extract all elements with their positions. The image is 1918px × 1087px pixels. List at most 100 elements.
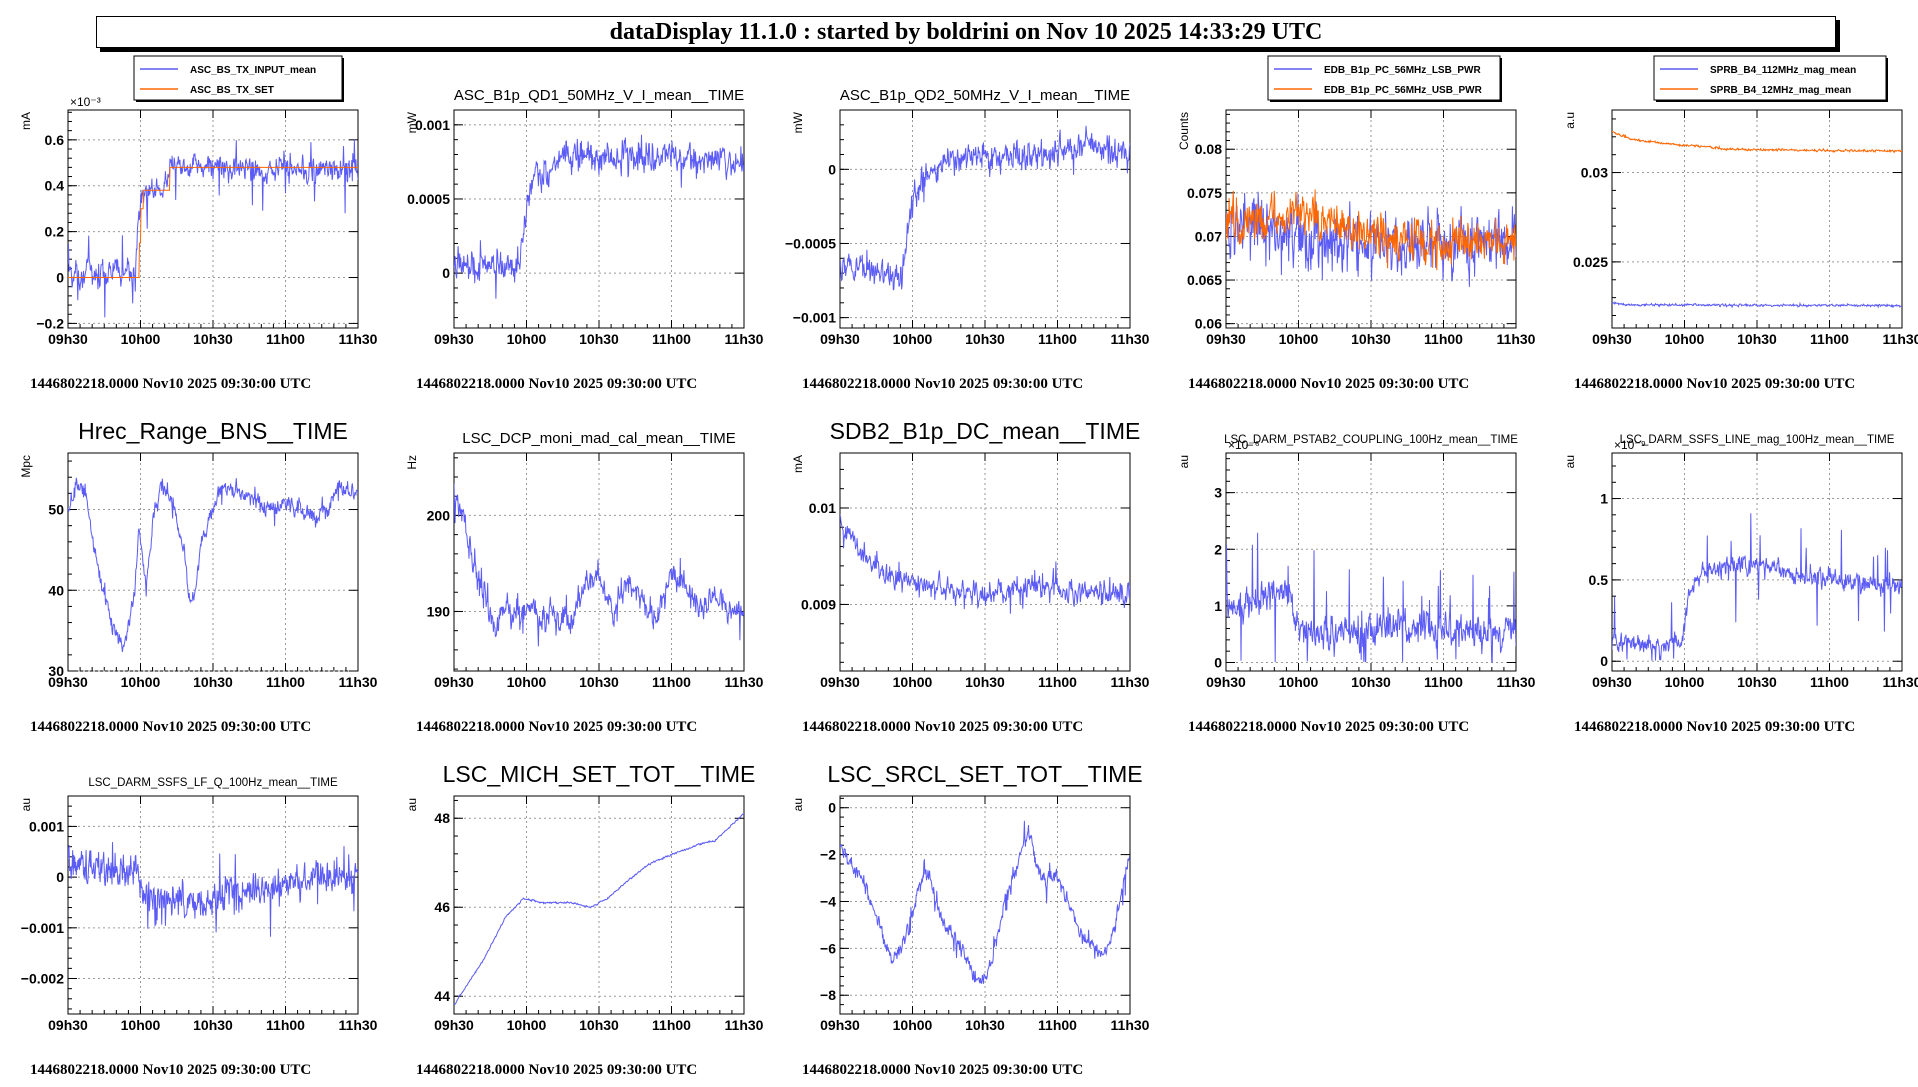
chart-title: LSC_DCP_moni_mad_cal_mean__TIME [462, 430, 735, 447]
x-tick-label: 09h30 [434, 331, 474, 347]
x-tick-label: 10h00 [893, 1017, 933, 1033]
time-origin-label: 1446802218.0000 Nov10 2025 09:30:00 UTC [802, 376, 1083, 392]
chart-panel: 09h30 10h00 10h30 11h00 11h30 190 200 Hz LSC_DCP… [405, 430, 764, 735]
time-origin-label: 1446802218.0000 Nov10 2025 09:30:00 UTC [1574, 719, 1855, 735]
axis-exponent: ×10⁻⁶ [1228, 438, 1260, 452]
legend-box [1653, 55, 1887, 101]
y-tick-label: 0.5 [1589, 572, 1609, 588]
x-tick-label: 09h30 [1206, 331, 1246, 347]
chart-title: LSC_MICH_SET_TOT__TIME [443, 761, 756, 787]
series-line [1226, 532, 1516, 664]
y-tick-label: 0.009 [801, 596, 836, 612]
y-tick-label: 0.4 [45, 178, 65, 194]
y-axis-label: Mpc [19, 455, 33, 478]
x-tick-label: 09h30 [48, 1017, 88, 1033]
x-tick-label: 11h00 [266, 674, 305, 690]
y-tick-label: 0.001 [29, 818, 64, 834]
y-axis-label: a.u [1563, 112, 1577, 129]
y-tick-label: 0.0005 [407, 191, 450, 207]
time-origin-label: 1446802218.0000 Nov10 2025 09:30:00 UTC [416, 719, 697, 735]
x-tick-label: 11h30 [1111, 1017, 1150, 1033]
chart-title: LSC_DARM_PSTAB2_COUPLING_100Hz_mean__TIM… [1224, 434, 1518, 446]
chart-title: LSC_DARM_SSFS_LF_Q_100Hz_mean__TIME [88, 777, 338, 789]
series-line [1226, 191, 1516, 287]
y-tick-label: −8 [820, 987, 836, 1003]
x-tick-label: 10h30 [1351, 674, 1391, 690]
x-tick-label: 11h30 [725, 674, 764, 690]
time-origin-label: 1446802218.0000 Nov10 2025 09:30:00 UTC [416, 1062, 697, 1078]
x-tick-label: 09h30 [820, 1017, 860, 1033]
x-tick-label: 10h00 [507, 674, 547, 690]
series-line [1226, 189, 1516, 271]
chart-title: SDB2_B1p_DC_mean__TIME [830, 418, 1141, 444]
x-tick-label: 10h00 [893, 674, 933, 690]
x-tick-label: 10h30 [579, 331, 619, 347]
chart-title: ASC_B1p_QD2_50MHz_V_I_mean__TIME [840, 87, 1130, 104]
y-tick-label: 30 [48, 663, 64, 679]
y-tick-label: 190 [427, 603, 451, 619]
x-tick-label: 11h30 [1883, 674, 1918, 690]
x-tick-label: 11h00 [652, 331, 691, 347]
y-tick-label: 3 [1214, 485, 1222, 501]
y-tick-label: 0.075 [1187, 185, 1222, 201]
x-tick-label: 10h00 [1665, 674, 1705, 690]
x-tick-label: 11h00 [1038, 674, 1077, 690]
x-tick-label: 11h30 [725, 331, 764, 347]
y-tick-label: 0 [1600, 653, 1608, 669]
time-origin-label: 1446802218.0000 Nov10 2025 09:30:00 UTC [30, 376, 311, 392]
y-tick-label: 0.08 [1195, 141, 1222, 157]
x-tick-label: 10h00 [1279, 331, 1319, 347]
y-tick-label: 0.001 [415, 117, 450, 133]
legend-label: EDB_B1p_PC_56MHz_USB_PWR [1324, 85, 1483, 96]
legend: SPRB_B4_112MHz_mag_mean SPRB_B4_12MHz_mag… [1653, 55, 1888, 102]
y-tick-label: 40 [48, 582, 64, 598]
x-tick-label: 10h00 [121, 331, 161, 347]
series-line [454, 813, 744, 1005]
y-tick-label: 0 [828, 161, 836, 177]
x-tick-label: 10h30 [193, 674, 233, 690]
x-tick-label: 11h30 [1883, 331, 1918, 347]
series-line [840, 514, 1130, 614]
chart-panel: 09h30 10h00 10h30 11h00 11h30 0.06 0.065 0.07 0.… [1177, 55, 1536, 392]
chart-title: LSC_SRCL_SET_TOT__TIME [827, 761, 1142, 787]
header-banner: dataDisplay 11.1.0 : started by boldrini… [96, 16, 1836, 48]
y-tick-label: −0.002 [21, 971, 64, 987]
y-axis-label: mA [19, 112, 33, 130]
legend-label: EDB_B1p_PC_56MHz_LSB_PWR [1324, 65, 1481, 76]
x-tick-label: 09h30 [820, 331, 860, 347]
x-tick-label: 09h30 [48, 331, 88, 347]
x-tick-label: 11h00 [1810, 674, 1849, 690]
x-tick-label: 10h30 [965, 674, 1005, 690]
x-tick-label: 10h00 [507, 331, 547, 347]
x-tick-label: 11h30 [339, 674, 378, 690]
x-tick-label: 11h00 [652, 674, 691, 690]
y-axis-label: au [19, 798, 33, 811]
chart-panel: 09h30 10h00 10h30 11h00 11h30 0.025 0.03 a.u SPR… [1563, 55, 1918, 392]
chart-title: LSC_DARM_SSFS_LINE_mag_100Hz_mean__TIME [1620, 434, 1895, 446]
x-tick-label: 11h30 [1497, 674, 1536, 690]
y-tick-label: 1 [1600, 491, 1608, 507]
legend-label: ASC_BS_TX_INPUT_mean [190, 65, 316, 76]
chart-panel: 09h30 10h00 10h30 11h00 11h30 −8 −6 −4 −2 0 au LSC_… [791, 761, 1150, 1078]
series-line [454, 483, 744, 647]
y-tick-label: 0.03 [1581, 165, 1608, 181]
series-line [68, 477, 358, 653]
x-tick-label: 09h30 [1592, 674, 1632, 690]
x-tick-label: 11h00 [1424, 674, 1463, 690]
y-tick-label: 0.2 [45, 224, 65, 240]
time-origin-label: 1446802218.0000 Nov10 2025 09:30:00 UTC [416, 376, 697, 392]
y-tick-label: 44 [434, 988, 450, 1004]
x-tick-label: 09h30 [1206, 674, 1246, 690]
axis-exponent: ×10⁻⁹ [1614, 438, 1646, 452]
x-tick-label: 11h00 [266, 1017, 305, 1033]
series-line [68, 166, 358, 278]
x-tick-label: 11h00 [652, 1017, 691, 1033]
legend-box [1267, 55, 1501, 101]
x-tick-label: 10h30 [193, 1017, 233, 1033]
x-tick-label: 09h30 [1592, 331, 1632, 347]
x-tick-label: 11h30 [1111, 331, 1150, 347]
y-tick-label: 48 [434, 810, 450, 826]
y-tick-label: 0 [56, 869, 64, 885]
y-tick-label: 0.07 [1195, 228, 1222, 244]
chart-panel: 09h30 10h00 10h30 11h00 11h30 44 46 48 au LSC_MIC… [405, 761, 764, 1078]
